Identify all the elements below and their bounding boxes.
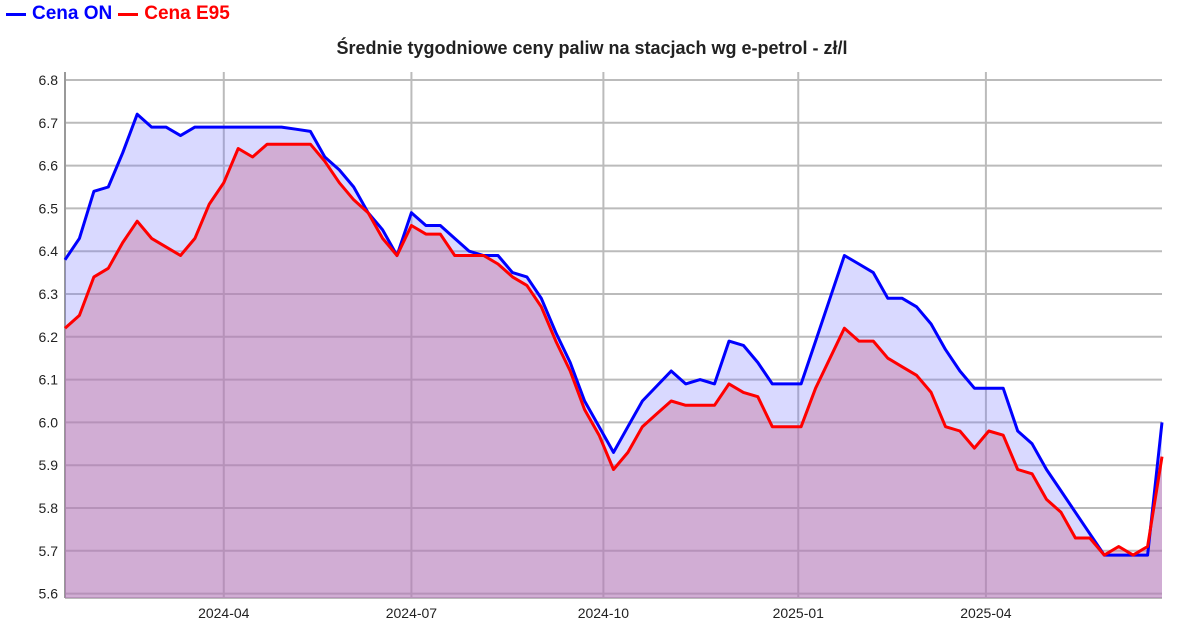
gridlines [64, 72, 1162, 599]
x-tick-label: 2024-10 [578, 605, 630, 621]
y-tick-label: 6.0 [39, 414, 59, 430]
area-e95 [65, 144, 1162, 598]
x-tick-label: 2024-07 [386, 605, 438, 621]
y-tick-label: 6.6 [39, 158, 59, 174]
y-tick-label: 6.8 [39, 72, 59, 88]
y-tick-label: 5.9 [39, 457, 59, 473]
y-tick-label: 6.3 [39, 286, 59, 302]
y-tick-label: 5.7 [39, 543, 59, 559]
line-e95 [64, 142, 1164, 557]
legend-item-e95[interactable]: Cena E95 [118, 3, 230, 25]
series-lines [63, 112, 1164, 557]
y-tick-label: 6.5 [39, 200, 59, 216]
y-tick-label: 5.6 [39, 586, 59, 602]
legend-item-on[interactable]: Cena ON [6, 3, 112, 25]
y-tick-label: 6.4 [39, 243, 59, 259]
legend-label-e95: Cena E95 [144, 3, 230, 24]
x-tick-label: 2025-04 [960, 605, 1012, 621]
y-tick-label: 6.1 [39, 372, 59, 388]
x-axis: 2024-04 2024-07 2024-10 2025-01 2025-04 [198, 605, 1012, 621]
y-tick-label: 6.2 [39, 329, 59, 345]
legend-swatch-on [6, 12, 26, 16]
y-axis: 5.6 5.7 5.8 5.9 6.0 6.1 6.2 6.3 6.4 6.5 6.6 6.7 6.8 [39, 72, 59, 602]
line-on [63, 112, 1164, 557]
x-tick-label: 2024-04 [198, 605, 250, 621]
chart-title: Średnie tygodniowe ceny paliw na stacjac… [336, 38, 848, 58]
y-tick-label: 5.8 [39, 500, 59, 516]
legend-swatch-e95 [118, 12, 139, 16]
y-tick-label: 6.7 [39, 115, 59, 131]
area-on [65, 114, 1162, 598]
legend-label-on: Cena ON [32, 3, 113, 24]
legend: Cena ON Cena E95 [6, 2, 236, 26]
series-areas [65, 114, 1162, 598]
x-tick-label: 2025-01 [773, 605, 825, 621]
